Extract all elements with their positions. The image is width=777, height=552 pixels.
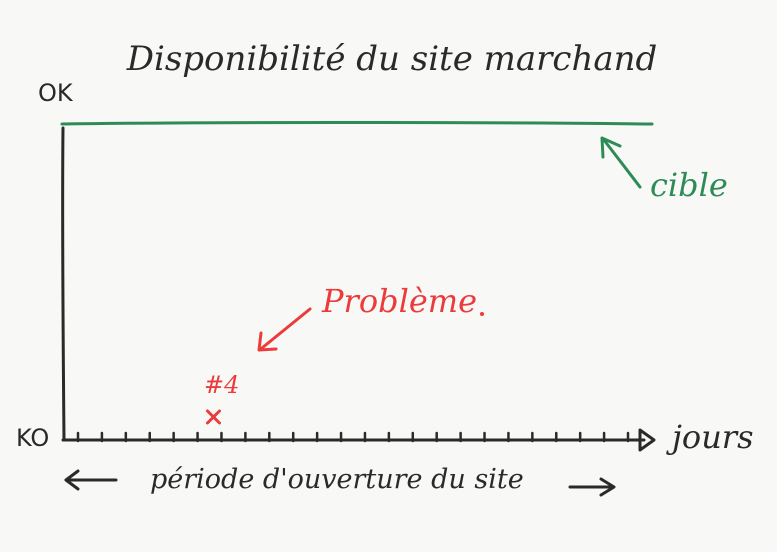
- problem-marker: [205, 409, 221, 425]
- target-line: [60, 121, 654, 126]
- period-label: période d'ouverture du site: [150, 464, 524, 495]
- problem-label-dot: [480, 312, 484, 316]
- y-axis-bottom-label: KO: [16, 424, 49, 452]
- y-axis-top-label: OK: [38, 79, 74, 107]
- target-arrowhead: [600, 136, 622, 159]
- target-label: cible: [650, 166, 728, 204]
- y-axis-line: [61, 126, 66, 442]
- x-axis-ticks: [76, 431, 630, 443]
- x-axis-arrowhead: [638, 428, 656, 452]
- problem-label: Problème: [321, 282, 477, 320]
- chart-title: Disponibilité du site marchand: [126, 39, 658, 79]
- period-right-arrowhead: [599, 477, 616, 497]
- target-arrow: [602, 138, 642, 189]
- x-axis-label: jours: [666, 418, 754, 456]
- problem-arrowhead: [257, 331, 278, 352]
- problem-arrow: [260, 307, 312, 350]
- problem-marker-label: #4: [204, 371, 239, 399]
- problem-marker-stroke: [205, 409, 221, 425]
- period-left-arrowhead: [64, 469, 80, 491]
